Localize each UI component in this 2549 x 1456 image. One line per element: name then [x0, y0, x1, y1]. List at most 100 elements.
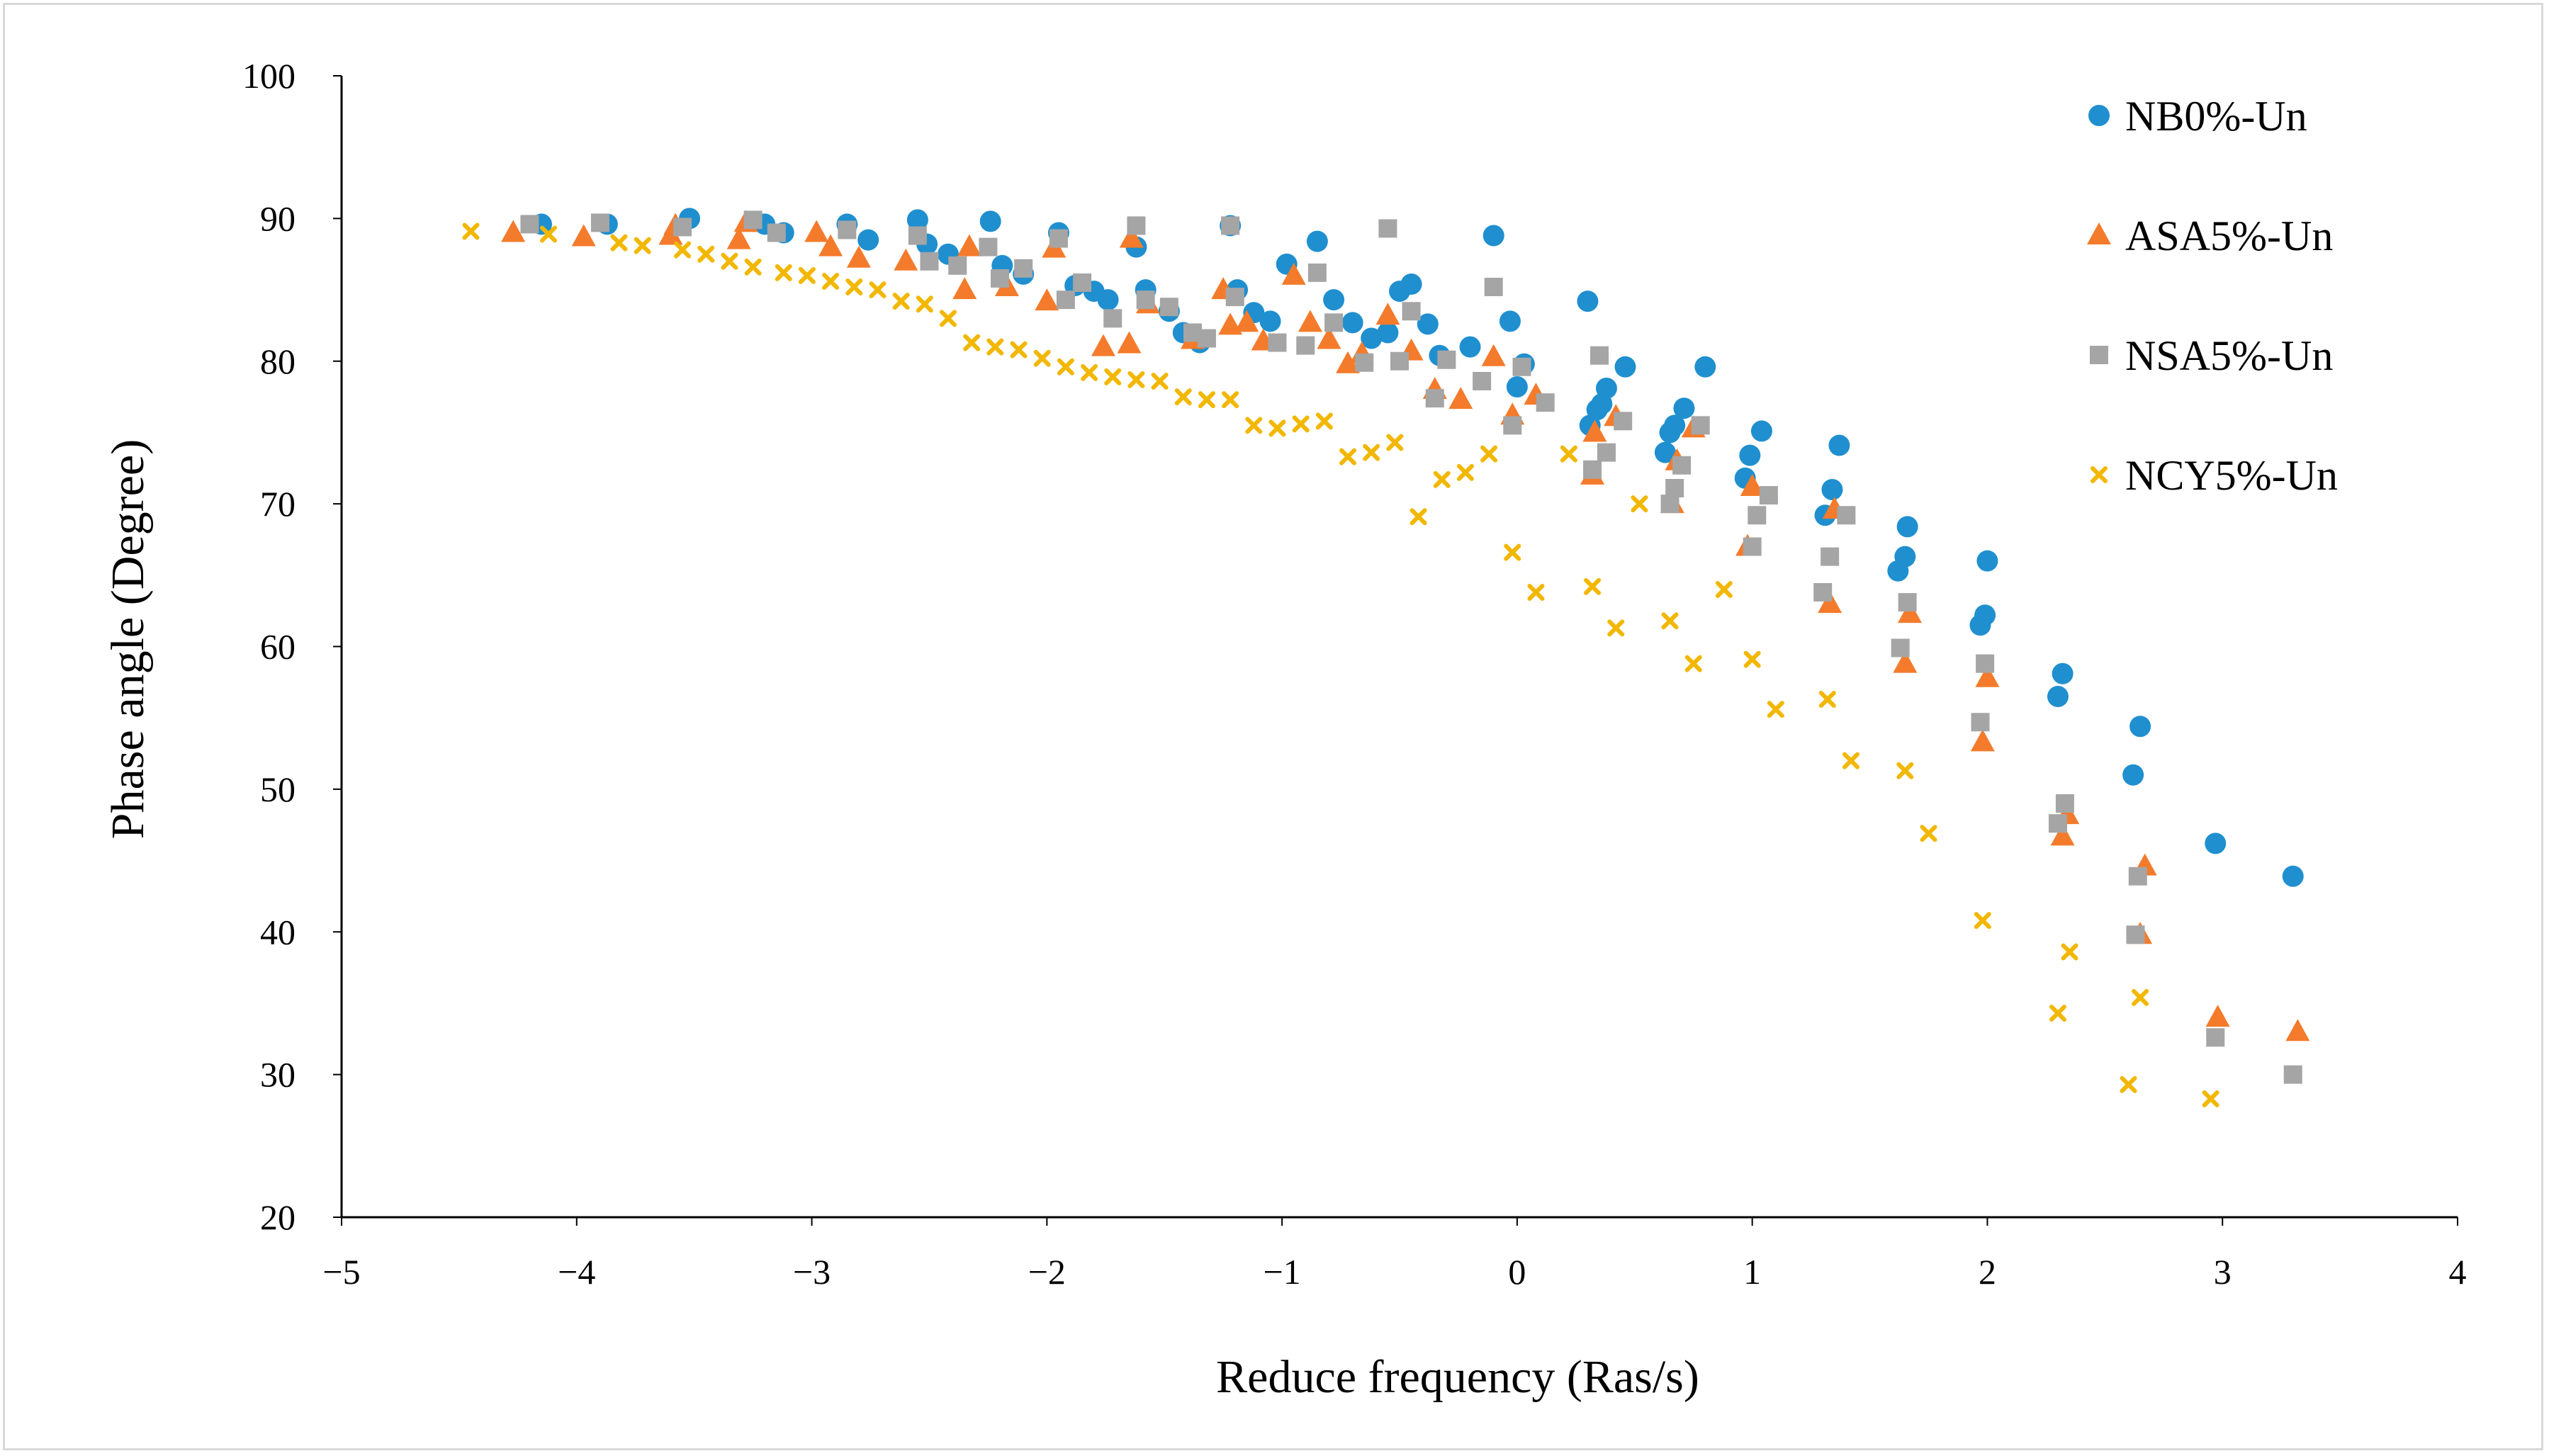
x-tick-label: 1 [1743, 1252, 1761, 1292]
data-point [1512, 357, 1531, 376]
data-point [952, 277, 977, 300]
data-point [1091, 334, 1115, 356]
data-point [1480, 445, 1498, 463]
data-point [767, 223, 786, 242]
data-point [1684, 655, 1702, 672]
data-point [2285, 1019, 2310, 1042]
data-point [1694, 356, 1716, 378]
data-point [1097, 289, 1119, 311]
data-point [1484, 278, 1503, 297]
data-point [775, 264, 792, 281]
y-tick-label: 30 [260, 1055, 296, 1095]
data-point [838, 220, 857, 239]
data-point [1818, 691, 1836, 709]
chart-frame [3, 3, 2543, 1450]
data-point [1448, 387, 1473, 410]
data-point [1400, 273, 1422, 295]
data-point [1363, 444, 1380, 461]
data-point [1221, 216, 1240, 235]
data-point [906, 209, 928, 231]
data-point [845, 278, 863, 296]
data-point [1896, 516, 1918, 538]
data-point [1759, 486, 1778, 505]
data-point [1409, 508, 1427, 526]
data-point [2050, 823, 2075, 846]
data-point [1057, 358, 1074, 376]
data-point [1767, 701, 1784, 718]
data-point [1307, 263, 1327, 282]
data-point [2205, 1005, 2230, 1027]
data-point [1970, 729, 1995, 752]
data-point [1081, 363, 1098, 381]
data-point [462, 222, 480, 240]
legend-label: ASA5%-Un [2125, 213, 2333, 259]
data-point [1672, 456, 1692, 475]
data-point [1842, 752, 1860, 769]
data-point [1560, 445, 1577, 463]
data-point [1582, 419, 1607, 442]
data-point [846, 245, 871, 268]
data-point [894, 248, 918, 271]
data-point [1174, 388, 1192, 406]
data-point [1103, 309, 1122, 328]
data-point [2202, 1090, 2219, 1107]
data-point [1377, 322, 1399, 344]
data-point [1631, 495, 1648, 513]
data-point [1197, 329, 1216, 348]
data-point [1894, 546, 1916, 568]
data-point [1225, 288, 1244, 307]
data-point [1315, 412, 1333, 430]
data-point [1127, 371, 1145, 388]
y-tick-label: 40 [260, 912, 296, 952]
data-point [1306, 230, 1328, 252]
data-point [2128, 867, 2147, 886]
data-point [1893, 650, 1918, 673]
data-point [2061, 943, 2078, 961]
data-point [1739, 444, 1761, 466]
data-point [1614, 356, 1636, 378]
data-point [501, 220, 526, 242]
data-point [2122, 764, 2144, 786]
legend-label: NSA5%-Un [2125, 332, 2333, 379]
data-point [1136, 290, 1155, 310]
data-point [1590, 346, 1609, 365]
data-point [1828, 434, 1850, 456]
data-point [2052, 662, 2073, 684]
legend-marker [2088, 105, 2110, 126]
data-point [1355, 353, 1374, 372]
data-point [1614, 412, 1633, 431]
data-point [1456, 463, 1474, 481]
data-point [1473, 371, 1492, 390]
x-tick-label: 3 [2214, 1252, 2232, 1292]
data-point [857, 229, 879, 251]
data-point [1821, 478, 1843, 500]
data-point [1268, 419, 1286, 437]
data-point [1222, 391, 1239, 409]
data-point [1664, 414, 1686, 436]
data-point [1748, 506, 1767, 525]
data-point [1324, 313, 1344, 332]
data-point [673, 218, 692, 237]
data-point [1119, 225, 1144, 248]
data-point [1898, 593, 1917, 612]
data-point [1390, 351, 1409, 371]
data-point [697, 245, 715, 263]
data-point [1743, 650, 1761, 668]
data-point [1296, 336, 1315, 355]
y-tick-label: 60 [260, 627, 296, 667]
data-point [1437, 350, 1456, 369]
data-point [1527, 583, 1545, 601]
data-point [610, 234, 628, 252]
x-tick-label: −4 [558, 1252, 595, 1292]
data-point [1378, 219, 1397, 238]
data-point [2282, 865, 2304, 887]
data-point [1033, 349, 1051, 367]
data-point [1056, 290, 1075, 310]
data-point [1375, 303, 1400, 325]
series-ASA5%-Un [501, 210, 2310, 1042]
data-point [1151, 372, 1169, 390]
data-point [2049, 1005, 2066, 1022]
data-point [1813, 582, 1833, 602]
data-point [1117, 331, 1142, 354]
data-point [818, 234, 843, 256]
